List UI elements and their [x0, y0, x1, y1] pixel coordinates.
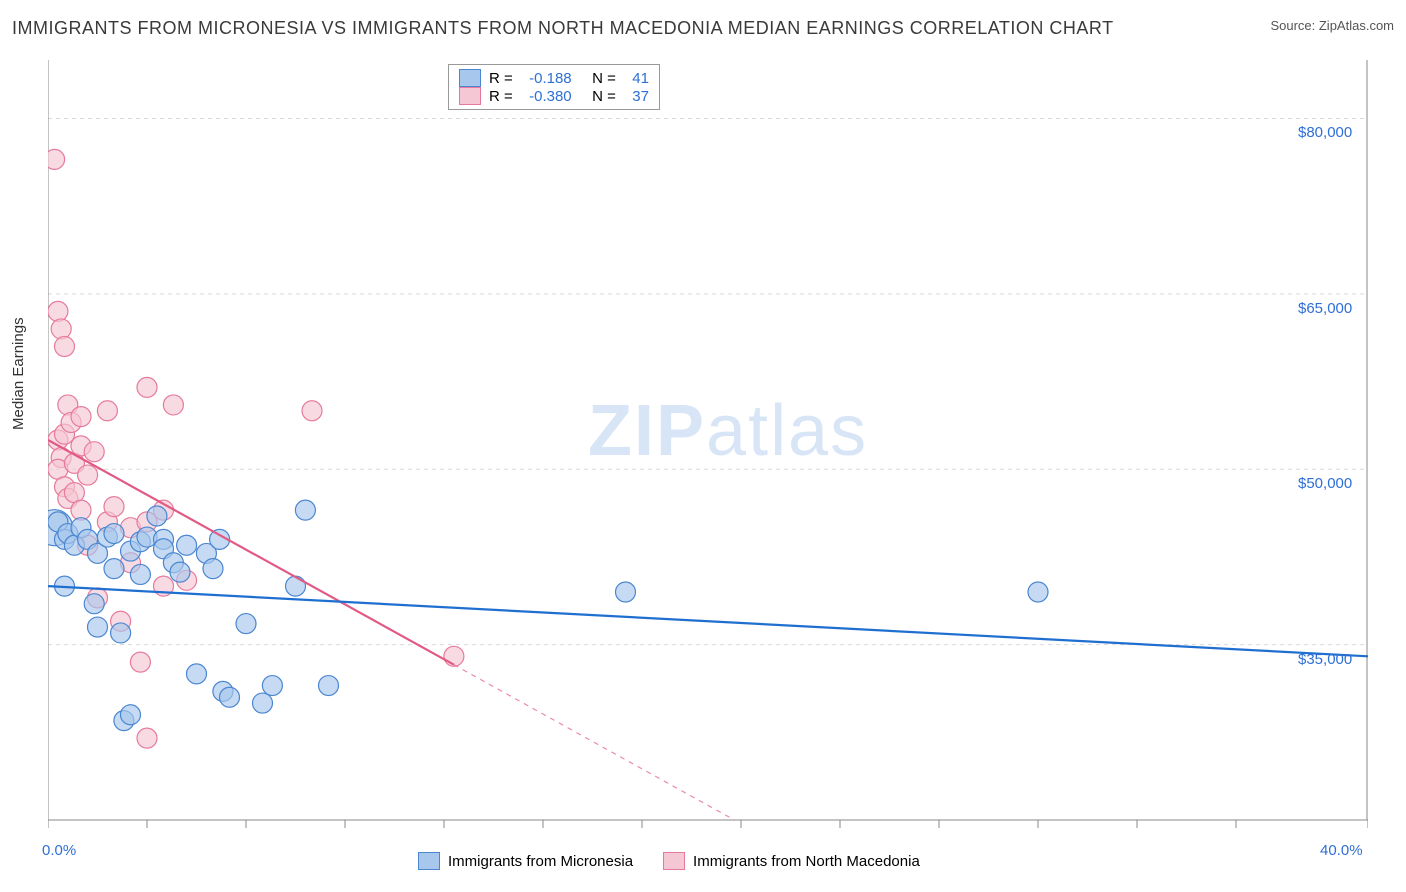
legend-swatch: [459, 69, 481, 87]
legend-r-value: -0.380: [525, 88, 572, 105]
legend-r-label: R =: [489, 70, 517, 87]
x-axis-max-label: 40.0%: [1320, 842, 1363, 859]
legend-series-item: Immigrants from North Macedonia: [663, 852, 920, 870]
legend-swatch: [459, 87, 481, 105]
y-axis-tick-label: $50,000: [1298, 475, 1352, 492]
legend-n-value: 37: [628, 88, 649, 105]
legend-series: Immigrants from Micronesia Immigrants fro…: [418, 852, 920, 870]
scatter-chart: [48, 60, 1368, 840]
legend-swatch: [418, 852, 440, 870]
legend-correlation-row: R = -0.188 N = 41: [459, 69, 649, 87]
legend-n-label: N =: [580, 88, 620, 105]
chart-title: IMMIGRANTS FROM MICRONESIA VS IMMIGRANTS…: [12, 18, 1114, 39]
legend-correlation-box: R = -0.188 N = 41R = -0.380 N = 37: [448, 64, 660, 110]
x-axis-min-label: 0.0%: [42, 842, 76, 859]
y-axis-tick-label: $65,000: [1298, 300, 1352, 317]
legend-r-value: -0.188: [525, 70, 572, 87]
y-axis-tick-label: $80,000: [1298, 124, 1352, 141]
legend-swatch: [663, 852, 685, 870]
y-axis-tick-label: $35,000: [1298, 651, 1352, 668]
legend-n-label: N =: [580, 70, 620, 87]
y-axis-label: Median Earnings: [10, 317, 27, 430]
legend-series-item: Immigrants from Micronesia: [418, 852, 633, 870]
legend-series-label: Immigrants from North Macedonia: [693, 853, 920, 870]
source-label: Source: ZipAtlas.com: [1270, 18, 1394, 33]
legend-correlation-row: R = -0.380 N = 37: [459, 87, 649, 105]
legend-series-label: Immigrants from Micronesia: [448, 853, 633, 870]
chart-area: ZIPatlas R = -0.188 N = 41R = -0.380 N =…: [48, 60, 1368, 820]
legend-r-label: R =: [489, 88, 517, 105]
legend-n-value: 41: [628, 70, 649, 87]
